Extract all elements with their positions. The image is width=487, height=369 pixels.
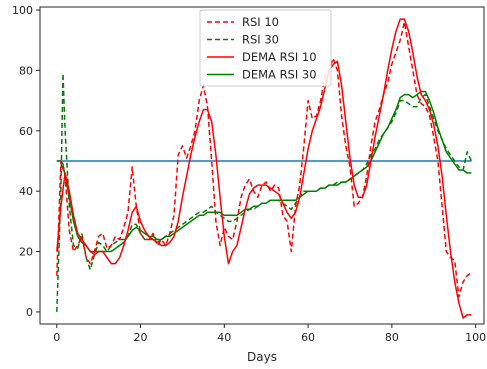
legend-label: DEMA RSI 30 <box>242 68 317 82</box>
y-tick-label: 100 <box>12 4 33 17</box>
x-tick-label: 20 <box>134 331 148 344</box>
y-tick-label: 80 <box>19 64 33 77</box>
y-tick-label: 40 <box>19 185 33 198</box>
legend-label: RSI 10 <box>242 15 279 29</box>
series-line-rsi-10 <box>56 21 472 298</box>
axis-ticks: 0 20 40 60 80 100 0 20 40 60 80 100 <box>12 4 486 344</box>
series-line-dema-rsi-10 <box>56 18 472 319</box>
y-tick-label: 60 <box>19 125 33 138</box>
legend-label: DEMA RSI 10 <box>242 50 317 64</box>
series-line-dema-rsi-30 <box>56 90 472 253</box>
plot-frame <box>39 6 485 325</box>
x-tick-label: 40 <box>217 331 231 344</box>
x-tick-label: 60 <box>301 331 315 344</box>
x-tick-label: 100 <box>465 331 486 344</box>
y-tick-label: 20 <box>19 246 33 259</box>
x-tick-label: 0 <box>53 331 60 344</box>
legend-label: RSI 30 <box>242 33 279 47</box>
plot-content <box>56 18 473 319</box>
legend: RSI 10 RSI 30 DEMA RSI 10 DEMA RSI 30 <box>199 9 332 87</box>
y-tick-label: 0 <box>26 306 33 319</box>
legend-box <box>199 9 332 87</box>
x-axis-title: Days <box>247 350 277 364</box>
x-tick-label: 80 <box>385 331 399 344</box>
series-line-rsi-30 <box>56 72 473 312</box>
